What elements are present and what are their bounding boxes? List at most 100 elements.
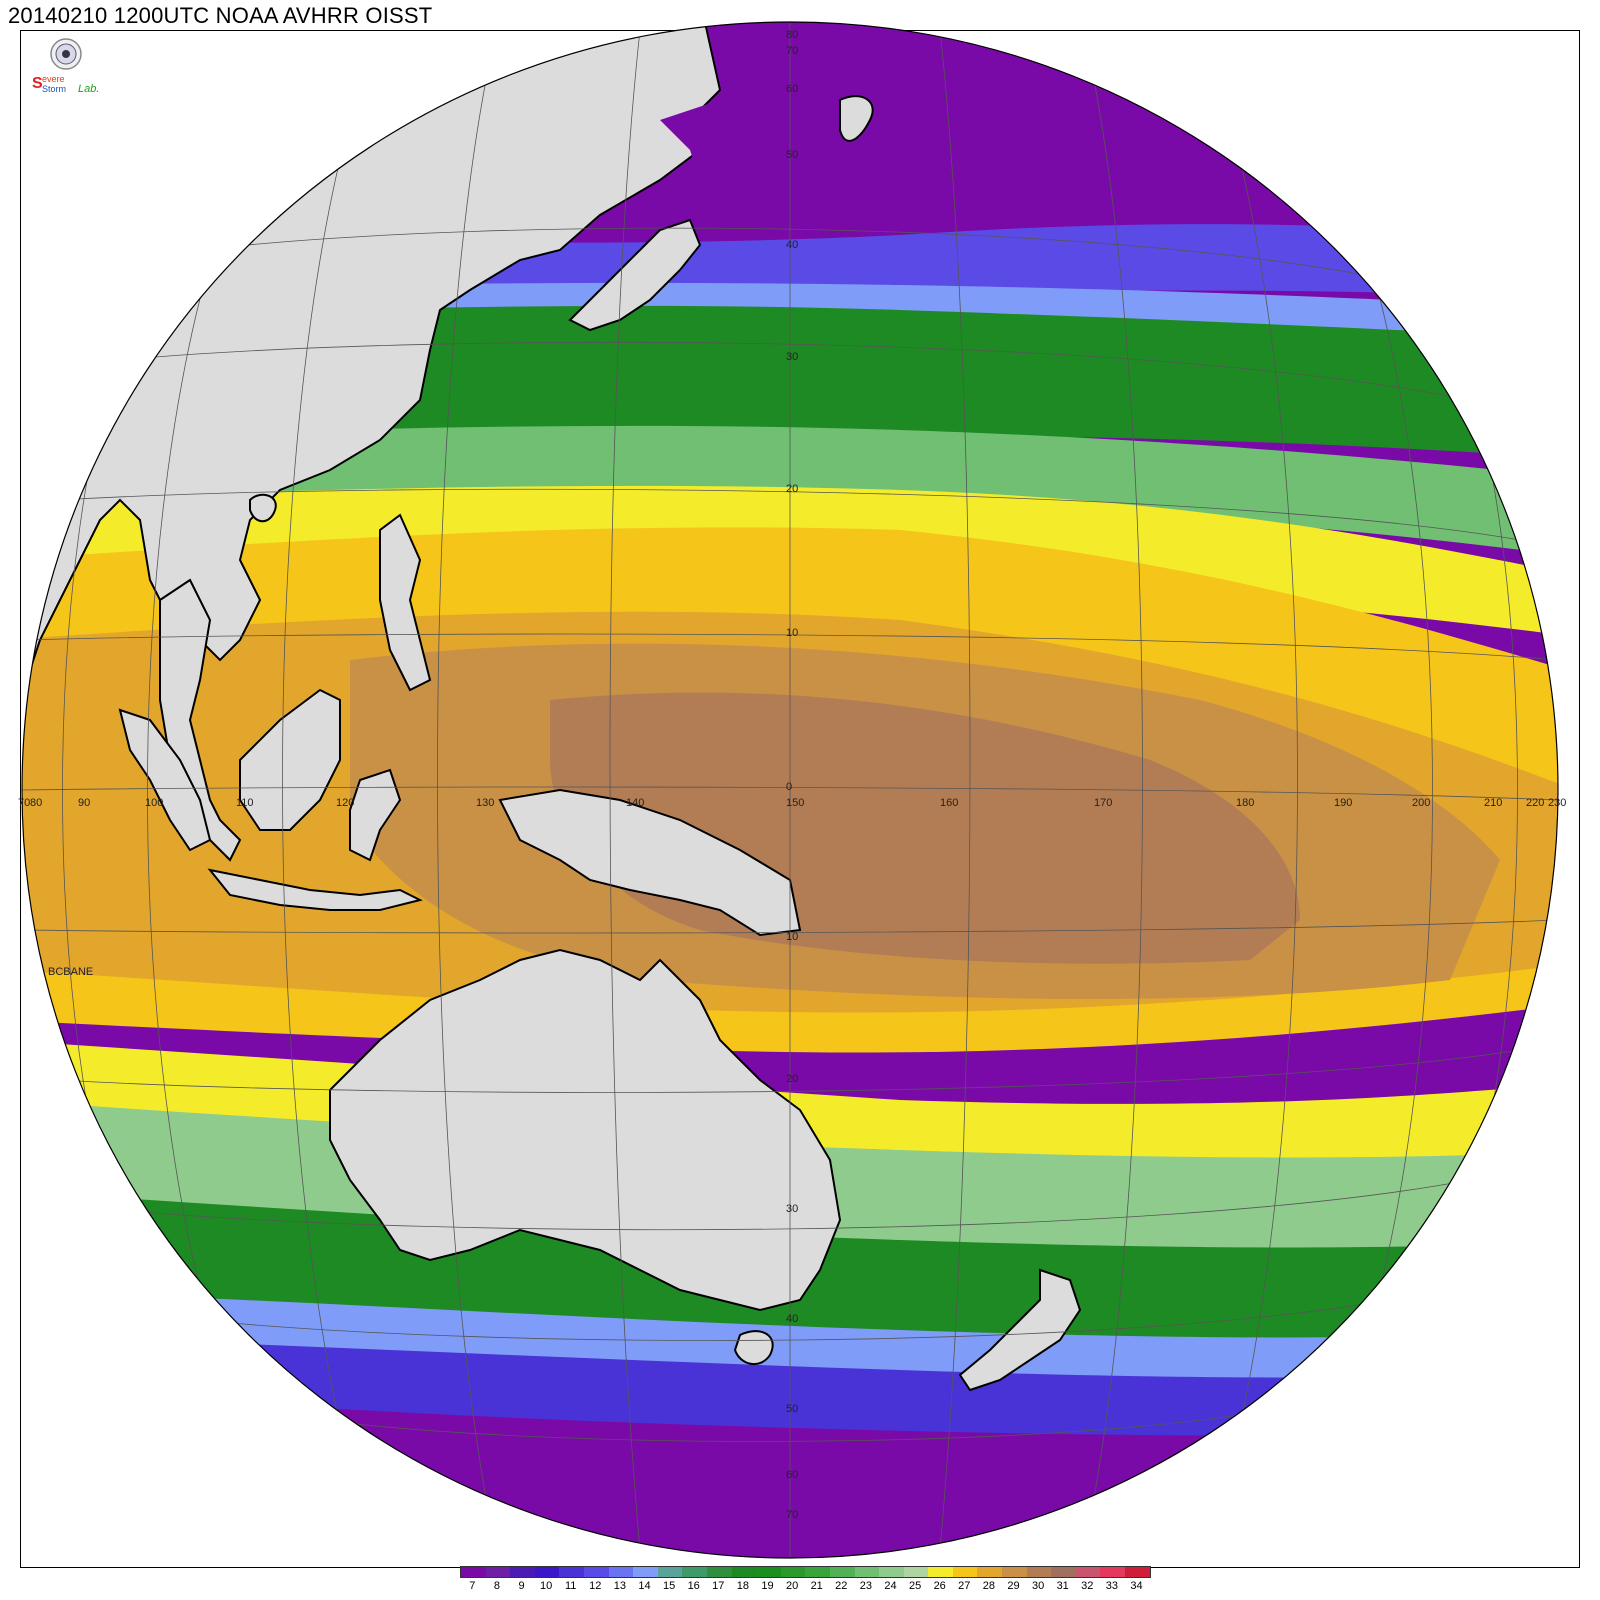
colorbar-swatch — [682, 1567, 707, 1577]
colorbar-swatch — [1125, 1567, 1150, 1577]
tasmania-island — [733, 1330, 774, 1365]
longitude-label: 230 — [1548, 797, 1566, 809]
latitude-labels: 80 70 60 50 40 30 20 10 0 10 20 30 40 50 60 70 — [786, 29, 798, 1521]
latitude-label: 10 — [786, 931, 798, 943]
longitude-label: 140 — [626, 797, 644, 809]
latitude-label: 30 — [786, 1203, 798, 1215]
longitude-label: 160 — [940, 797, 958, 809]
colorbar-swatch — [952, 1567, 978, 1577]
colorbar-swatch — [977, 1567, 1003, 1577]
colorbar-tick-label: 7 — [469, 1580, 476, 1592]
latitude-label: 80 — [786, 29, 798, 41]
latitude-label: 0 — [786, 781, 792, 793]
colorbar-swatch — [657, 1567, 683, 1577]
colorbar-tick-label: 28 — [982, 1580, 996, 1592]
colorbar-tick-label: 19 — [761, 1580, 774, 1592]
colorbar-tick-label: 24 — [884, 1580, 897, 1592]
longitude-label: 100 — [145, 797, 163, 809]
colorbar-tick-label: 11 — [564, 1580, 577, 1592]
colorbar-tick-label: 15 — [662, 1580, 676, 1592]
latitude-label: 40 — [786, 1313, 798, 1325]
colorbar-swatch — [608, 1567, 634, 1577]
colorbar-tick-label: 10 — [539, 1580, 553, 1592]
logo-storm: Storm — [42, 84, 66, 94]
longitude-label: 210 — [1484, 797, 1502, 809]
colorbar-swatch — [1051, 1567, 1076, 1577]
colorbar-tick-label: 26 — [933, 1580, 946, 1592]
colorbar-swatch — [534, 1567, 560, 1577]
sst-colorbar — [460, 1566, 1151, 1578]
colorbar-swatch — [510, 1567, 535, 1577]
longitude-label: 180 — [1236, 797, 1254, 809]
longitude-label: 170 — [1094, 797, 1112, 809]
colorbar-tick-label: 13 — [613, 1580, 627, 1592]
colorbar-swatch — [706, 1567, 732, 1577]
sst-band-blue-south — [22, 1335, 1558, 1436]
colorbar-swatch — [829, 1567, 855, 1577]
latitude-label: 20 — [786, 483, 798, 495]
colorbar-tick-label: 16 — [687, 1580, 700, 1592]
longitude-labels: 70 80 90 100 110 120 130 140 150 160 170 180 190 200 2… — [18, 797, 1566, 809]
logo-lab: Lab. — [78, 83, 99, 95]
colorbar-swatch — [903, 1567, 929, 1577]
longitude-label: 200 — [1412, 797, 1430, 809]
colorbar-swatch — [780, 1567, 806, 1577]
colorbar-swatch — [756, 1567, 781, 1577]
colorbar-swatch — [805, 1567, 830, 1577]
colorbar-tick-label: 9 — [518, 1580, 525, 1592]
latitude-label: 10 — [786, 627, 798, 639]
colorbar-tick-label: 33 — [1105, 1580, 1119, 1592]
colorbar-swatch — [461, 1567, 486, 1577]
borneo-island — [239, 688, 341, 831]
new-guinea-island — [498, 788, 802, 937]
colorbar-tick-label: 21 — [810, 1580, 823, 1592]
colorbar-tick-label: 23 — [859, 1580, 873, 1592]
australia-continent — [329, 948, 842, 1312]
latitude-label: 60 — [786, 1469, 798, 1481]
colorbar-tick-label: 32 — [1081, 1580, 1094, 1592]
sst-colorbar-labels: 7 8 9 10 11 12 13 14 15 16 17 18 19 20 21 22 23 24 25 26 27 2… — [460, 1580, 1168, 1596]
colorbar-swatch — [485, 1567, 511, 1577]
latitude-label: 30 — [786, 351, 798, 363]
colorbar-tick-label: 8 — [493, 1580, 500, 1592]
longitude-label: 150 — [786, 797, 804, 809]
colorbar-tick-label: 34 — [1130, 1580, 1143, 1592]
latitude-label: 50 — [786, 149, 798, 161]
colorbar-swatch — [928, 1567, 953, 1577]
logo-letter-s: S — [32, 75, 43, 92]
sumatra-island — [118, 708, 212, 852]
colorbar-tick-label: 25 — [908, 1580, 922, 1592]
longitude-label: 120 — [336, 797, 354, 809]
colorbar-swatch — [879, 1567, 904, 1577]
japan-island — [568, 218, 702, 332]
latitude-label: 20 — [786, 1073, 798, 1085]
philippines-islands — [379, 513, 432, 692]
sakhalin — [839, 95, 874, 142]
taiwan-island — [249, 493, 277, 523]
map-title: 20140210 1200UTC NOAA AVHRR OISST — [8, 3, 433, 28]
colorbar-tick-label: 14 — [638, 1580, 651, 1592]
longitude-label: 80 — [30, 797, 42, 809]
logo-severe: evere — [42, 74, 65, 84]
colorbar-swatch — [1002, 1567, 1027, 1577]
colorbar-swatch — [731, 1567, 757, 1577]
longitude-label: 220 — [1526, 797, 1544, 809]
latitude-label: 70 — [786, 1509, 798, 1521]
colorbar-tick-label: 31 — [1056, 1580, 1069, 1592]
latitude-label: 50 — [786, 1403, 798, 1415]
colorbar-swatch — [583, 1567, 609, 1577]
colorbar-tick-label: 29 — [1007, 1580, 1020, 1592]
side-station-label: BCBANE — [48, 966, 93, 978]
globe-outline — [21, 21, 1559, 1559]
longitude-label: 70 — [18, 797, 30, 809]
colorbar-tick-label: 22 — [835, 1580, 848, 1592]
new-zealand-islands — [958, 1268, 1082, 1392]
colorbar-swatch — [1026, 1567, 1052, 1577]
colorbar-swatch — [1100, 1567, 1126, 1577]
colorbar-tick-label: 17 — [712, 1580, 725, 1592]
severe-storm-lab-logo: S evere Storm Lab. — [26, 36, 116, 98]
latitude-label: 60 — [786, 83, 798, 95]
colorbar-swatch — [1075, 1567, 1101, 1577]
